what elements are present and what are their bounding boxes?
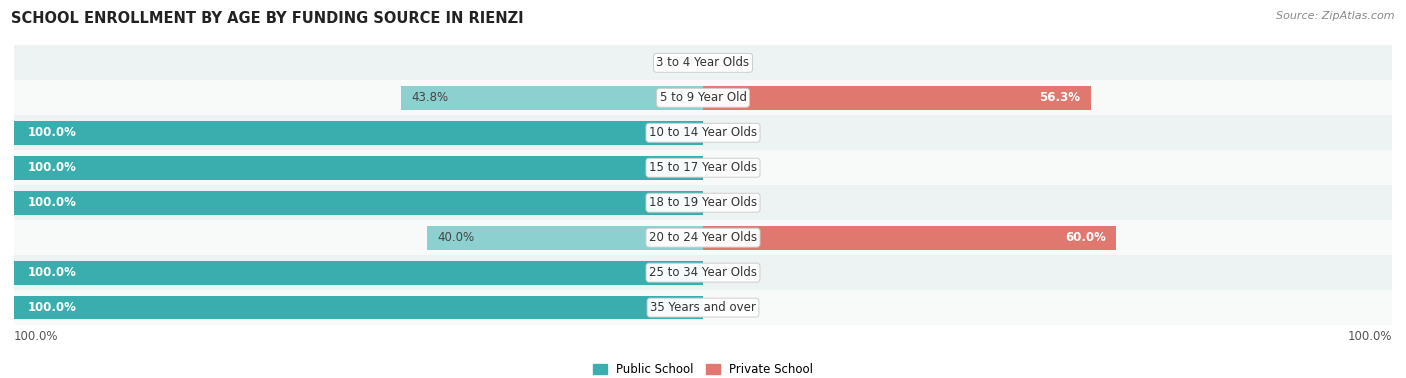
Bar: [14, 121, 703, 145]
Text: 100.0%: 100.0%: [28, 196, 77, 209]
Text: 20 to 24 Year Olds: 20 to 24 Year Olds: [650, 231, 756, 244]
Text: 25 to 34 Year Olds: 25 to 34 Year Olds: [650, 266, 756, 279]
Text: 56.3%: 56.3%: [1039, 91, 1081, 104]
Text: 0.0%: 0.0%: [713, 266, 742, 279]
Bar: [14, 156, 703, 180]
Text: SCHOOL ENROLLMENT BY AGE BY FUNDING SOURCE IN RIENZI: SCHOOL ENROLLMENT BY AGE BY FUNDING SOUR…: [11, 11, 524, 26]
Text: 43.8%: 43.8%: [412, 91, 449, 104]
Bar: [14, 191, 703, 215]
Bar: [14, 115, 1392, 150]
Text: 0.0%: 0.0%: [713, 301, 742, 314]
Bar: [14, 45, 1392, 81]
Legend: Public School, Private School: Public School, Private School: [588, 358, 818, 378]
Text: 15 to 17 Year Olds: 15 to 17 Year Olds: [650, 161, 756, 174]
Text: 100.0%: 100.0%: [14, 330, 59, 343]
Text: 0.0%: 0.0%: [713, 126, 742, 139]
Bar: [14, 261, 703, 285]
Bar: [703, 86, 1091, 110]
Bar: [14, 220, 1392, 255]
Text: 100.0%: 100.0%: [28, 301, 77, 314]
Text: 100.0%: 100.0%: [28, 161, 77, 174]
Text: 10 to 14 Year Olds: 10 to 14 Year Olds: [650, 126, 756, 139]
Text: Source: ZipAtlas.com: Source: ZipAtlas.com: [1277, 11, 1395, 21]
Bar: [14, 290, 1392, 325]
Text: 0.0%: 0.0%: [713, 161, 742, 174]
Text: 0.0%: 0.0%: [713, 196, 742, 209]
Bar: [14, 255, 1392, 290]
Text: 100.0%: 100.0%: [28, 266, 77, 279]
Bar: [14, 185, 1392, 220]
Text: 60.0%: 60.0%: [1066, 231, 1107, 244]
Bar: [14, 150, 1392, 185]
Bar: [427, 226, 703, 249]
Bar: [14, 296, 703, 319]
Text: 18 to 19 Year Olds: 18 to 19 Year Olds: [650, 196, 756, 209]
Text: 3 to 4 Year Olds: 3 to 4 Year Olds: [657, 56, 749, 69]
Bar: [401, 86, 703, 110]
Text: 40.0%: 40.0%: [437, 231, 475, 244]
Text: 0.0%: 0.0%: [713, 56, 742, 69]
Text: 100.0%: 100.0%: [28, 126, 77, 139]
Text: 100.0%: 100.0%: [1347, 330, 1392, 343]
Text: 5 to 9 Year Old: 5 to 9 Year Old: [659, 91, 747, 104]
Bar: [14, 81, 1392, 115]
Text: 0.0%: 0.0%: [664, 56, 693, 69]
Bar: [703, 226, 1116, 249]
Text: 35 Years and over: 35 Years and over: [650, 301, 756, 314]
